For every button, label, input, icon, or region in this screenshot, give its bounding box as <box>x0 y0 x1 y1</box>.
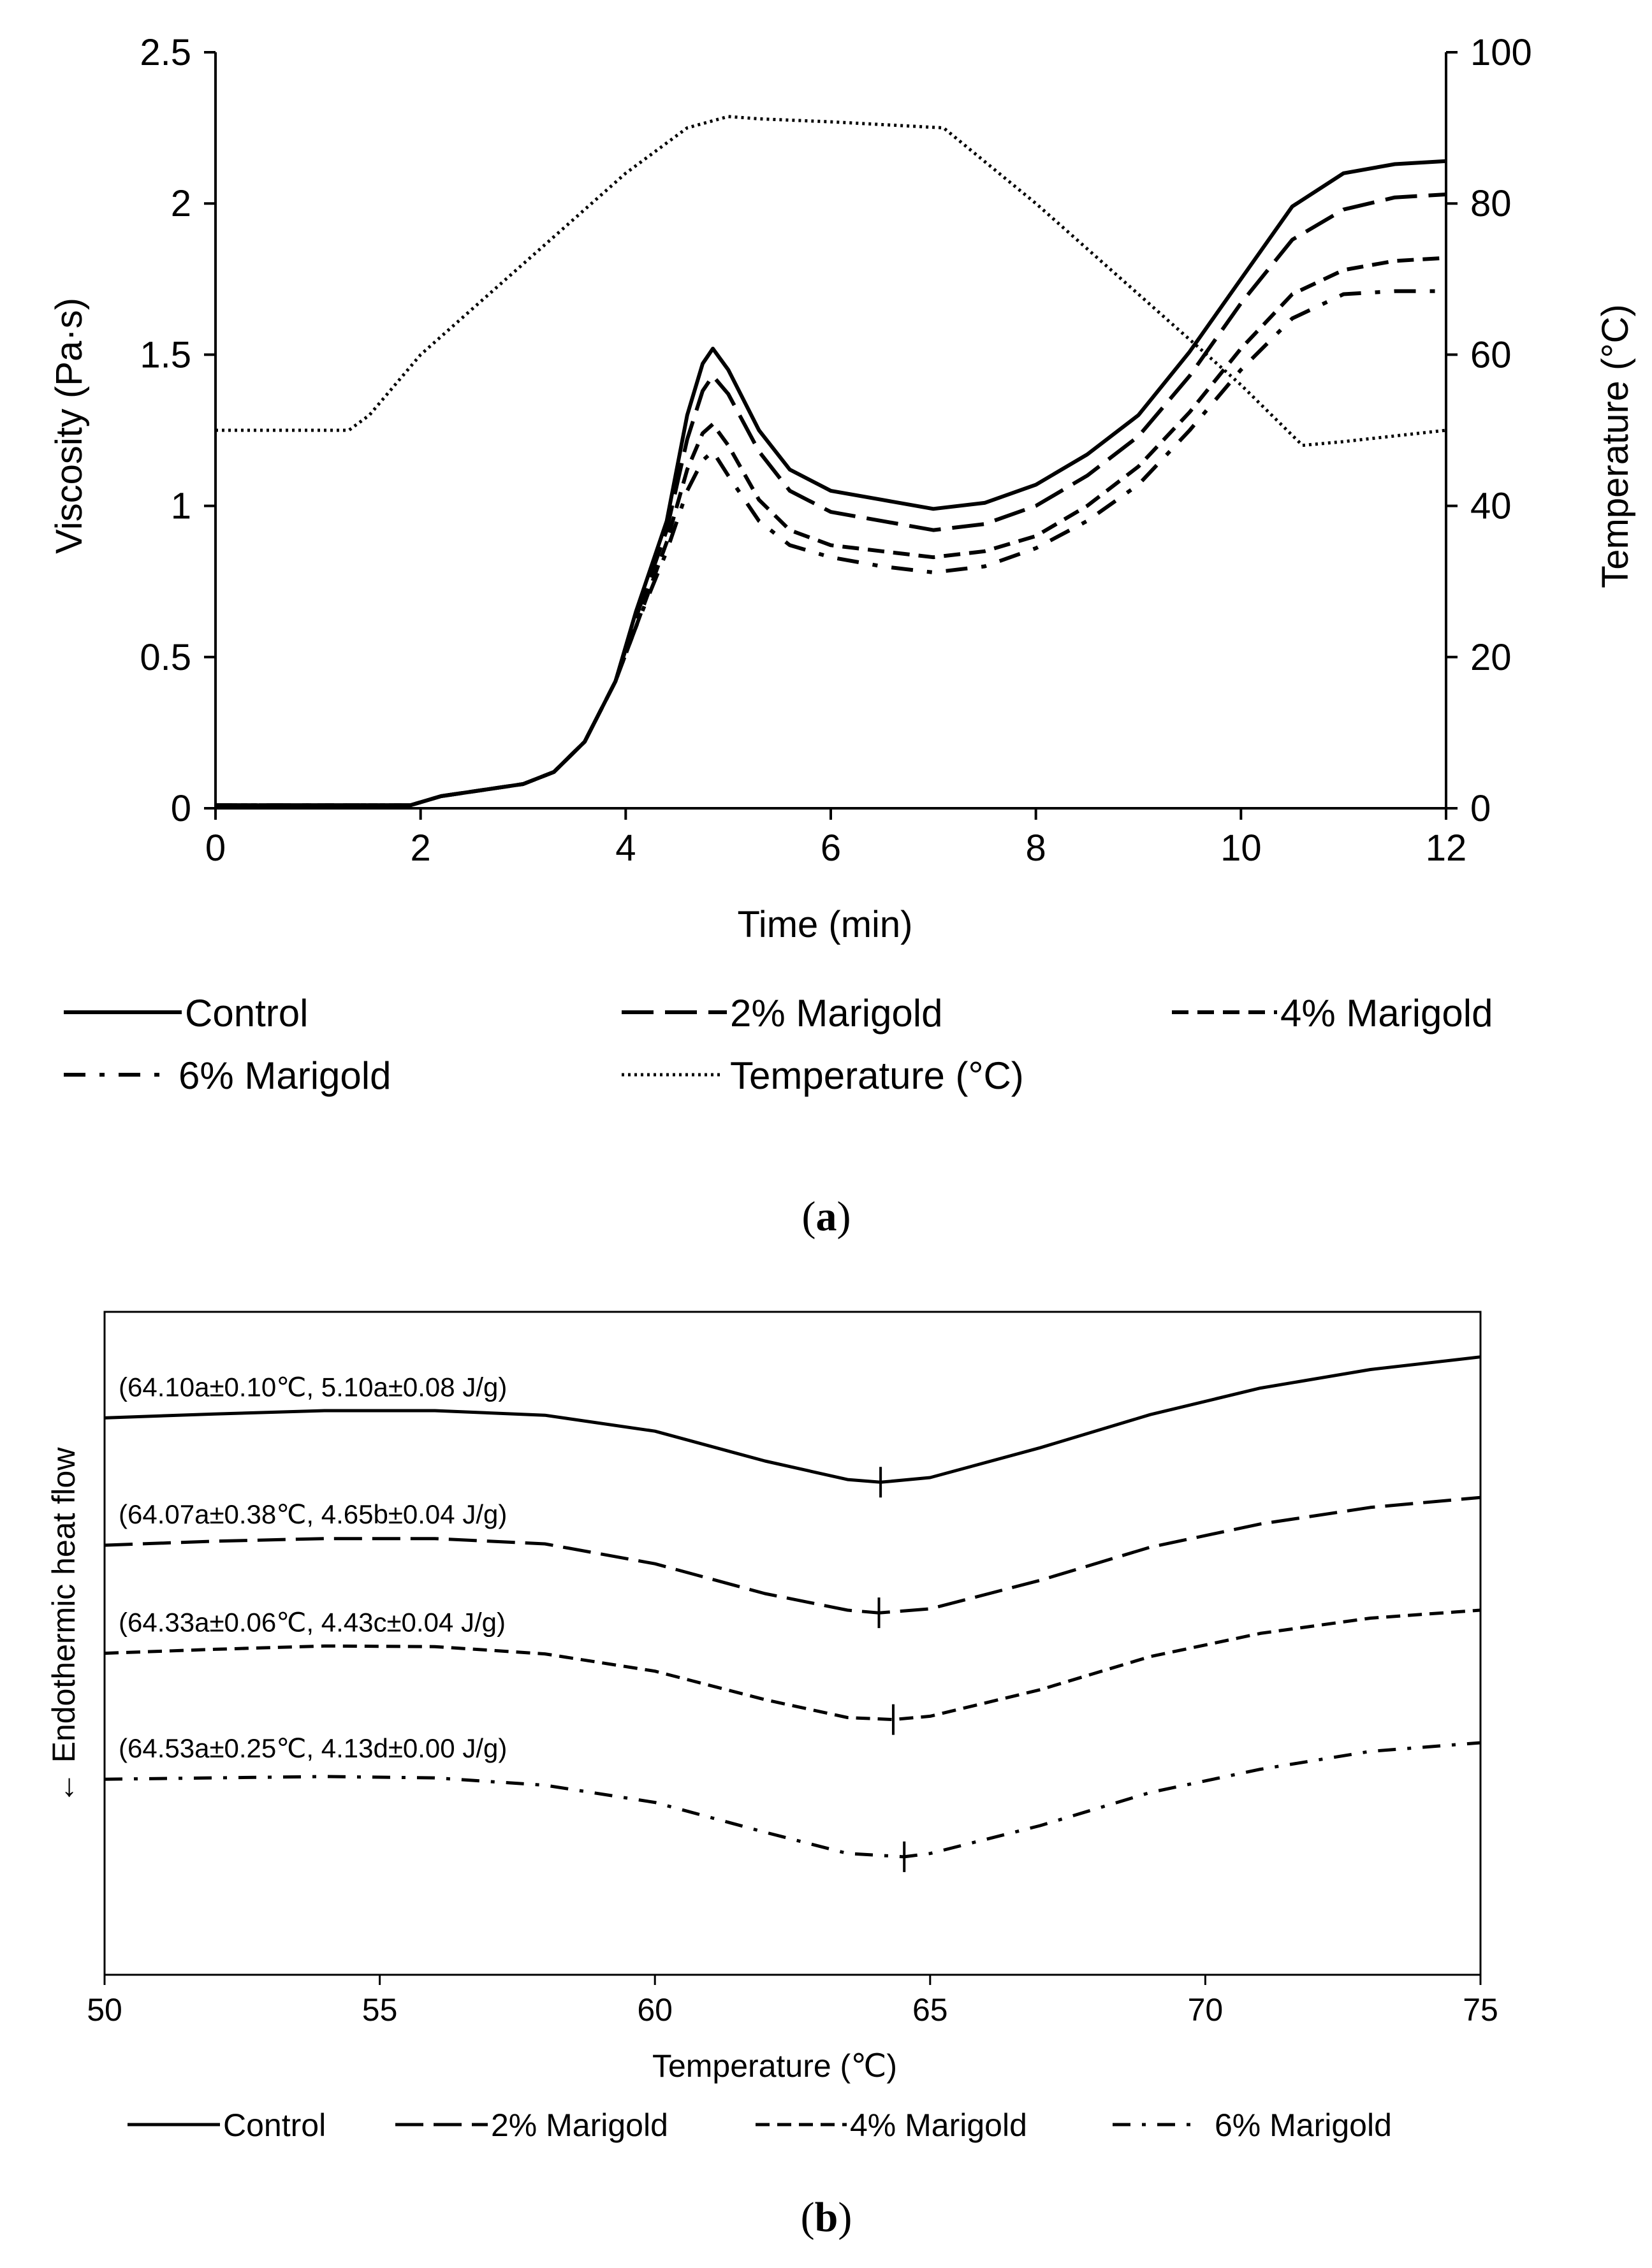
series-line-6-marigold <box>216 289 1446 808</box>
dsc-line-2-marigold <box>104 1495 1481 1615</box>
panel-b-x-tick-label: 60 <box>637 1992 673 2028</box>
panel-a-x-tick-label: 8 <box>1026 827 1046 869</box>
panel-b-ticks: 50 55 60 65 70 75 <box>87 1975 1498 2028</box>
dsc-line-4-marigold <box>104 1608 1481 1722</box>
legend-b-item-4pct: 4% Marigold <box>756 2107 1027 2143</box>
series-line-2-marigold <box>216 193 1447 808</box>
panel-b-x-axis-label: Temperature (℃) <box>652 2048 897 2084</box>
panel-a-x-tick-label: 2 <box>411 827 431 869</box>
legend-b-label-4pct: 4% Marigold <box>850 2107 1027 2143</box>
panel-a-caption: (a) <box>802 1193 851 1240</box>
peak-annotation-2-marigold: (64.07a±0.38℃, 4.65b±0.04 J/g) <box>119 1499 507 1529</box>
peak-annotation-control: (64.10a±0.10℃, 5.10a±0.08 J/g) <box>119 1372 507 1402</box>
panel-a-y2-tick-label: 60 <box>1470 334 1512 375</box>
panel-a-x-axis-label: Time (min) <box>738 904 913 945</box>
panel-b-plot-area <box>103 1311 1482 1976</box>
panel-a-y-axis-label: Viscosity (Pa·s) <box>48 298 90 554</box>
panel-a-x-tick-label: 6 <box>821 827 841 869</box>
panel-b-x-tick-label: 55 <box>362 1992 398 2028</box>
legend-item-6pct: 6% Marigold <box>64 1054 391 1097</box>
legend-b-item-2pct: 2% Marigold <box>395 2107 668 2143</box>
legend-label-2pct: 2% Marigold <box>730 992 943 1035</box>
legend-b-label-6pct: 6% Marigold <box>1215 2107 1392 2143</box>
panel-a-y-tick-label: 0 <box>171 788 191 829</box>
legend-label-control: Control <box>185 992 308 1035</box>
panel-a-y2-tick-label: 20 <box>1470 637 1512 678</box>
panel-a-x-tick-label: 4 <box>615 827 636 869</box>
legend-item-2pct: 2% Marigold <box>622 992 943 1035</box>
legend-label-4pct: 4% Marigold <box>1280 992 1493 1035</box>
legend-b-label-control: Control <box>223 2107 326 2143</box>
panel-a-y2-tick-label: 40 <box>1470 486 1512 527</box>
panel-a-legend: Control 2% Marigold 4% Marigold 6% Marig… <box>64 992 1493 1097</box>
panel-a-y-tick-label: 1.5 <box>140 334 191 375</box>
panel-a-x-tick-label: 12 <box>1426 827 1467 869</box>
panel-a-y-tick-label: 2 <box>171 183 191 224</box>
panel-a-y2-tick-label: 100 <box>1470 32 1532 73</box>
panel-b-x-tick-label: 70 <box>1188 1992 1224 2028</box>
panel-a-y-tick-label: 1 <box>171 486 191 527</box>
legend-label-temperature: Temperature (°C) <box>730 1054 1024 1097</box>
panel-b-chart: 50 55 60 65 70 75 (64.10a±0.10℃, 5.10a±0.08 J… <box>46 1311 1498 2241</box>
legend-b-label-2pct: 2% Marigold <box>491 2107 668 2143</box>
panel-a-y-tick-label: 0.5 <box>140 637 191 678</box>
legend-b-item-control: Control <box>128 2107 326 2143</box>
panel-b-y-axis-label: ← Endothermic heat flow <box>46 1447 82 1803</box>
series-line-control <box>216 159 1447 808</box>
panel-b-x-tick-label: 65 <box>912 1992 948 2028</box>
legend-b-item-6pct: 6% Marigold <box>1113 2107 1392 2143</box>
legend-item-control: Control <box>64 992 308 1035</box>
panel-b-x-tick-label: 50 <box>87 1992 122 2028</box>
legend-label-6pct: 6% Marigold <box>179 1054 391 1097</box>
peak-annotation-6-marigold: (64.53a±0.25℃, 4.13d±0.00 J/g) <box>119 1733 507 1763</box>
panel-b-legend: Control 2% Marigold 4% Marigold 6% Marig… <box>128 2107 1392 2143</box>
series-line-temperature-c <box>216 115 1447 447</box>
panel-a-y2-tick-label: 80 <box>1470 183 1512 224</box>
panel-b-frame <box>103 1311 1482 1976</box>
panel-b-x-tick-label: 75 <box>1463 1992 1498 2028</box>
legend-item-temperature: Temperature (°C) <box>622 1054 1024 1097</box>
series-line-4-marigold <box>216 256 1447 808</box>
dsc-line-control <box>104 1355 1481 1484</box>
panel-a-x-tick-label: 0 <box>205 827 226 869</box>
panel-b-caption: (b) <box>801 2194 852 2241</box>
legend-item-4pct: 4% Marigold <box>1172 992 1493 1035</box>
panel-a-y-tick-label: 2.5 <box>140 32 191 73</box>
panel-a-plot-area <box>214 52 1447 810</box>
panel-b-annotations: (64.10a±0.10℃, 5.10a±0.08 J/g) (64.07a±0.… <box>119 1372 507 1763</box>
peak-annotation-4-marigold: (64.33a±0.06℃, 4.43c±0.04 J/g) <box>119 1608 506 1638</box>
panel-a-x-tick-label: 10 <box>1220 827 1262 869</box>
panel-a-y2-axis-label: Temperature (°C) <box>1595 304 1636 588</box>
panel-a-y2-tick-label: 0 <box>1470 788 1491 829</box>
